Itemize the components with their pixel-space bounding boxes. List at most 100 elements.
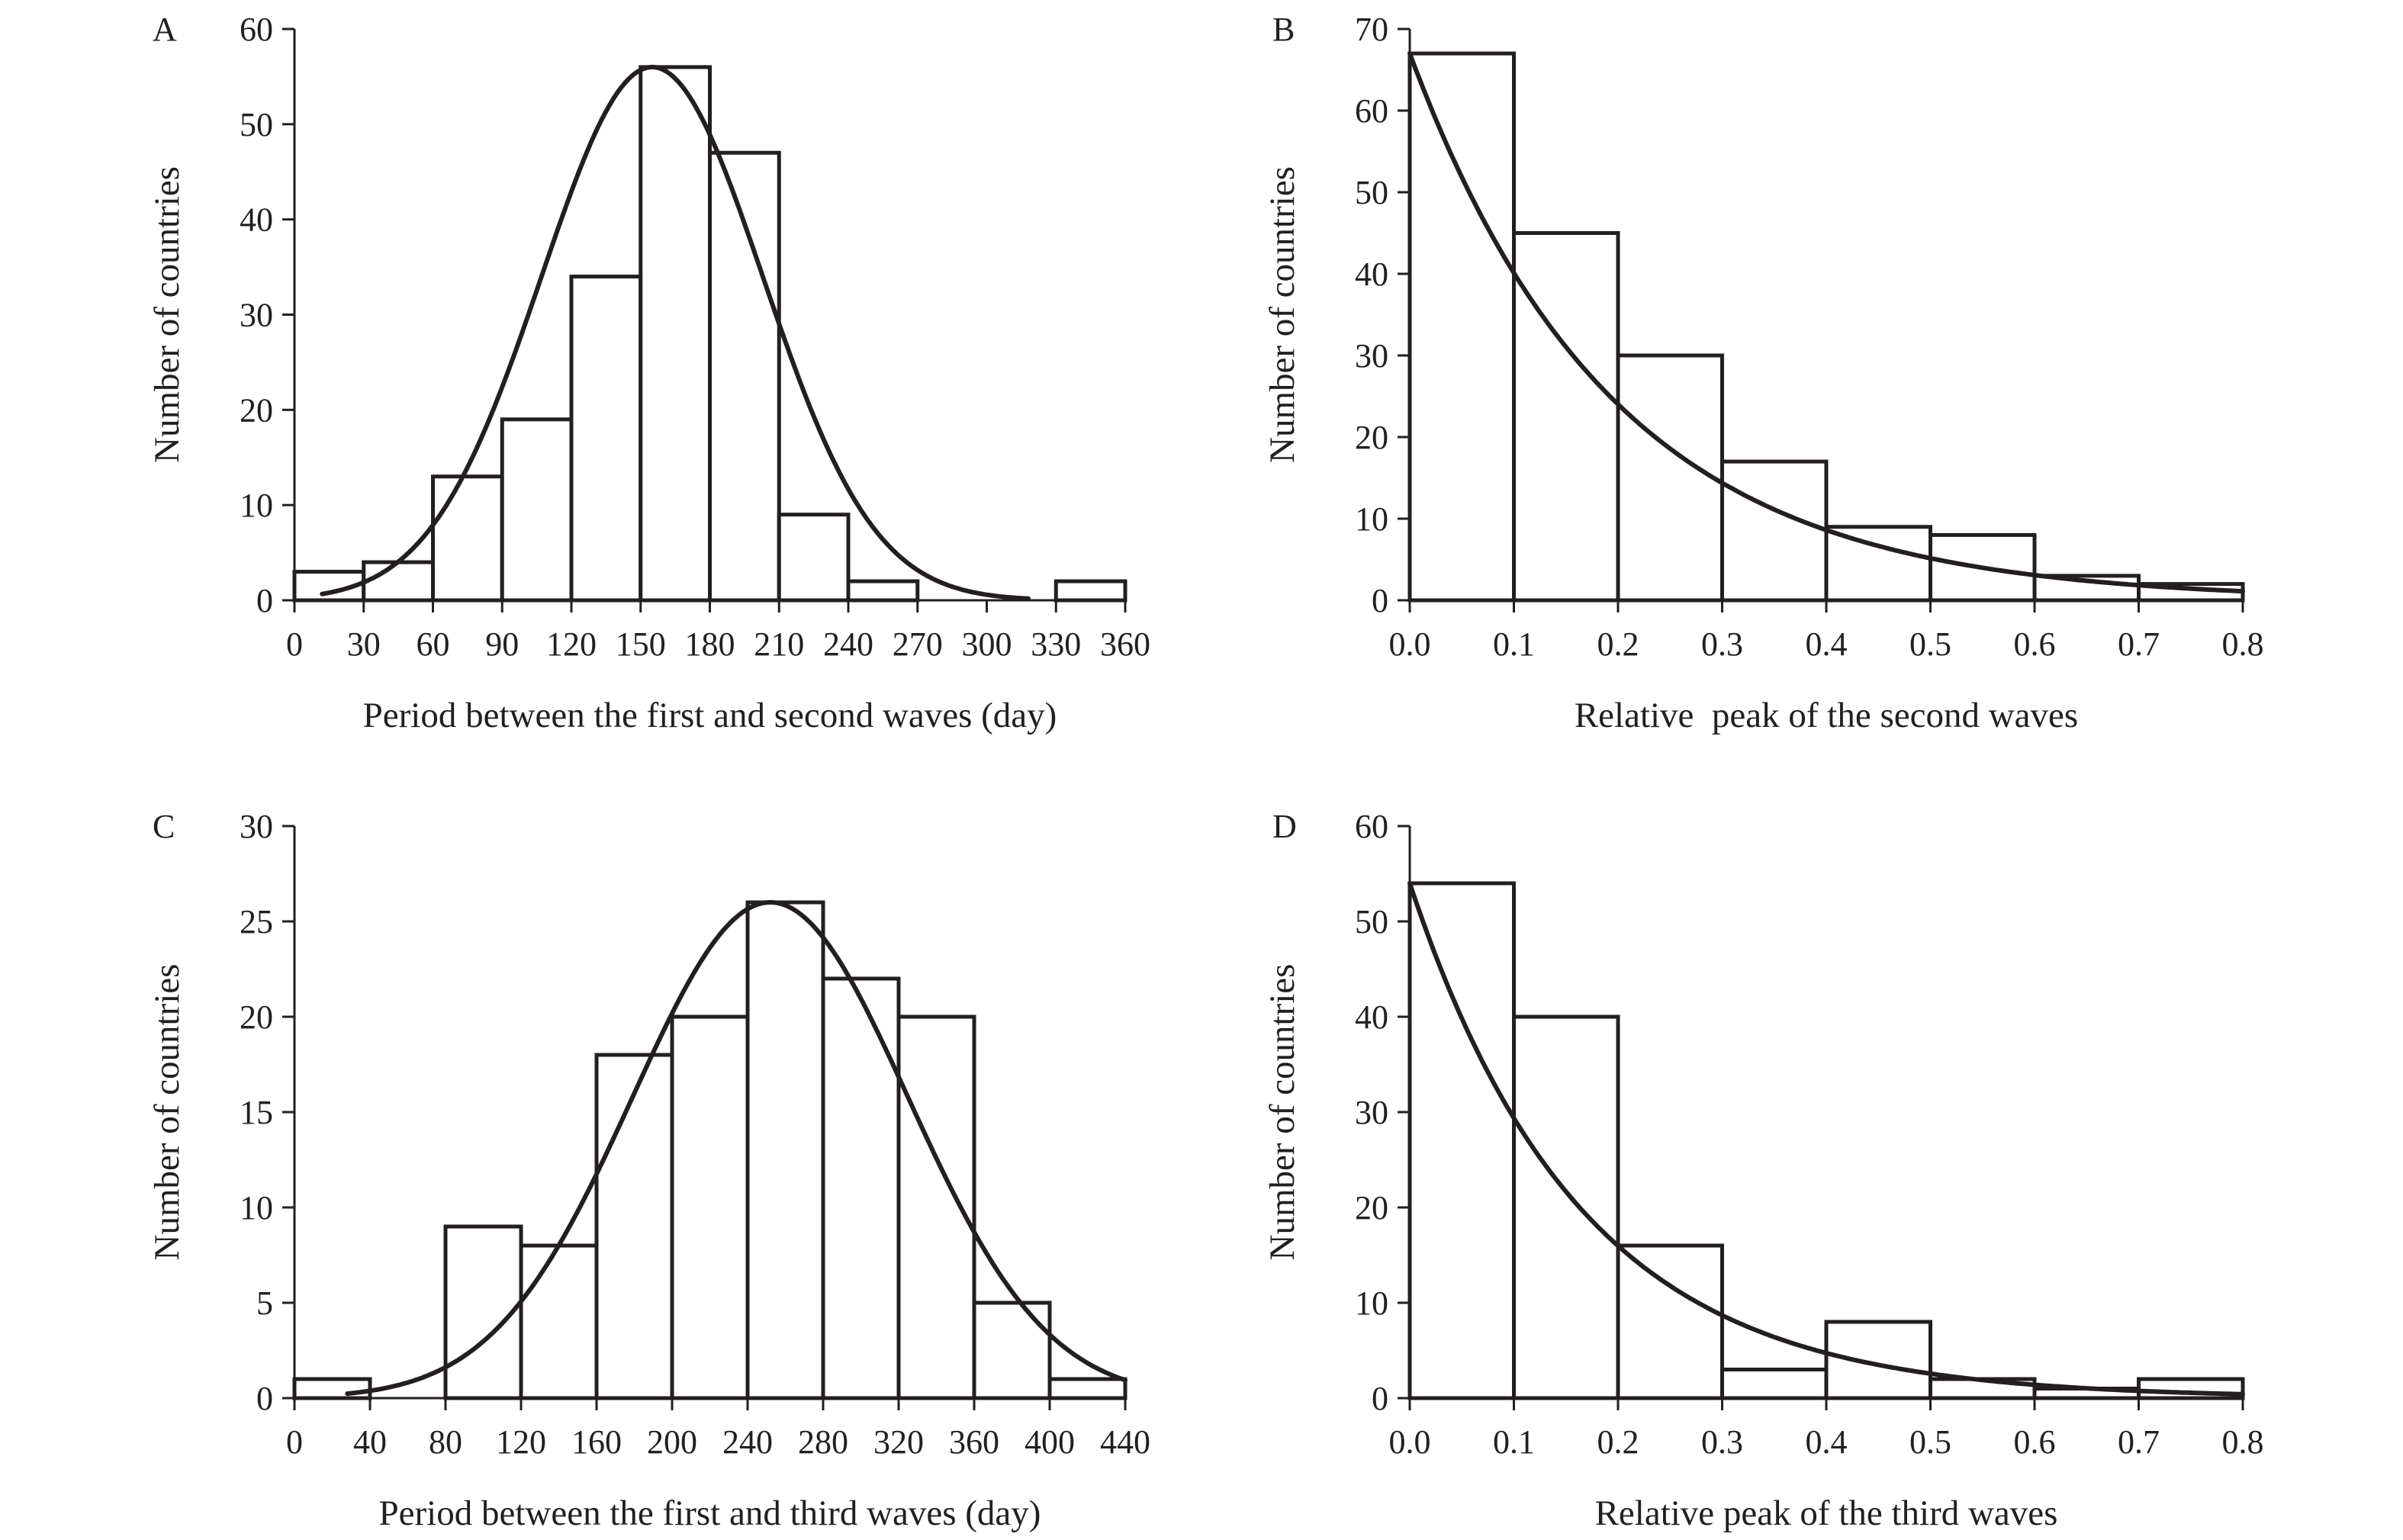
x-tick-label-c-10: 400 (1025, 1423, 1075, 1461)
y-tick-label-b-6: 60 (1355, 92, 1388, 130)
y-tick-label-d-2: 20 (1355, 1189, 1388, 1227)
bar-c-6 (745, 900, 825, 1400)
bar-d-2 (1616, 1243, 1724, 1400)
x-tick-label-d-3: 0.3 (1701, 1423, 1743, 1461)
fit-curve-b (1407, 51, 2245, 594)
x-tick-label-a-11: 330 (1031, 625, 1081, 663)
bar-c-3 (519, 1243, 599, 1400)
x-tick-label-c-0: 0 (286, 1423, 303, 1461)
x-tick-label-d-8: 0.8 (2222, 1423, 2264, 1461)
bar-c-0 (292, 1377, 372, 1400)
bar-c-9 (972, 1300, 1052, 1400)
y-tick-label-c-1: 5 (256, 1284, 273, 1322)
y-tick-label-c-2: 10 (240, 1189, 273, 1227)
fit-curve-a (320, 64, 1031, 601)
x-tick-label-d-4: 0.4 (1806, 1423, 1848, 1461)
x-tick-label-d-0: 0.0 (1389, 1423, 1431, 1461)
fit-curve-d (1407, 881, 2245, 1397)
bar-a-3 (500, 417, 574, 603)
x-axis-title-a: Period between the first and second wave… (363, 696, 1057, 735)
x-tick-label-a-2: 60 (417, 625, 450, 663)
y-tick-label-a-4: 40 (240, 201, 273, 239)
x-tick-label-c-3: 120 (496, 1423, 546, 1461)
x-tick-label-b-1: 0.1 (1493, 625, 1535, 663)
x-tick-label-b-6: 0.6 (2014, 625, 2056, 663)
bar-c-5 (670, 1014, 750, 1400)
bar-c-2 (443, 1224, 523, 1400)
bar-a-8 (846, 579, 920, 603)
y-tick-label-b-4: 40 (1355, 256, 1388, 293)
y-tick-label-d-5: 50 (1355, 903, 1388, 940)
y-axis-title-a: Number of countries (147, 166, 187, 463)
x-tick-label-d-2: 0.2 (1597, 1423, 1639, 1461)
y-tick-label-d-1: 10 (1355, 1284, 1388, 1322)
y-tick-label-b-1: 10 (1355, 500, 1388, 538)
x-tick-label-b-3: 0.3 (1701, 625, 1743, 663)
x-tick-label-c-8: 320 (873, 1423, 924, 1461)
x-tick-label-c-11: 440 (1100, 1423, 1150, 1461)
bar-c-7 (821, 976, 901, 1400)
y-tick-label-d-4: 40 (1355, 998, 1388, 1036)
y-axis-title-c: Number of countries (147, 964, 187, 1261)
y-tick-label-b-0: 0 (1372, 582, 1388, 619)
y-tick-label-c-5: 25 (240, 903, 273, 940)
panel-a: 0 10 20 30 40 50 60 0 30 60 90 120 150 180 210 240 270 30… (147, 11, 1150, 735)
x-tick-label-c-5: 200 (647, 1423, 697, 1461)
bar-a-11 (1054, 579, 1128, 603)
y-tick-label-d-3: 30 (1355, 1094, 1388, 1131)
x-tick-label-c-4: 160 (571, 1423, 622, 1461)
x-tick-label-c-1: 40 (353, 1423, 387, 1461)
y-tick-label-c-0: 0 (256, 1380, 273, 1417)
y-tick-label-b-5: 50 (1355, 174, 1388, 211)
bar-d-1 (1512, 1014, 1620, 1400)
x-tick-label-a-1: 30 (347, 625, 381, 663)
x-tick-label-d-6: 0.6 (2014, 1423, 2056, 1461)
bar-b-0 (1407, 51, 1516, 603)
y-tick-label-d-0: 0 (1372, 1380, 1388, 1417)
bar-a-4 (569, 275, 643, 603)
bar-b-3 (1720, 459, 1829, 603)
panel-letter-b: B (1272, 11, 1295, 48)
bar-b-4 (1824, 525, 1932, 603)
y-tick-label-c-3: 15 (240, 1094, 273, 1131)
x-tick-label-d-7: 0.7 (2118, 1423, 2160, 1461)
y-tick-label-a-0: 0 (256, 582, 273, 619)
x-tick-label-b-0: 0.0 (1389, 625, 1431, 663)
y-tick-label-b-2: 20 (1355, 419, 1388, 456)
bar-d-3 (1720, 1368, 1829, 1400)
y-tick-label-b-3: 30 (1355, 337, 1388, 375)
y-axis-title-b: Number of countries (1263, 166, 1302, 463)
x-tick-label-a-9: 270 (893, 625, 943, 663)
bar-a-2 (431, 474, 504, 603)
bar-d-0 (1407, 881, 1516, 1400)
x-tick-label-b-4: 0.4 (1806, 625, 1848, 663)
panel-letter-a: A (153, 11, 177, 48)
x-axis-title-b: Relative peak of the second waves (1575, 696, 2078, 735)
y-tick-label-a-3: 30 (240, 297, 273, 334)
x-tick-label-a-12: 360 (1100, 625, 1150, 663)
x-tick-label-d-5: 0.5 (1909, 1423, 1951, 1461)
x-tick-label-c-6: 240 (722, 1423, 773, 1461)
x-tick-label-b-7: 0.7 (2118, 625, 2160, 663)
x-tick-label-c-2: 80 (429, 1423, 462, 1461)
bar-b-2 (1616, 353, 1724, 603)
bar-a-5 (639, 65, 712, 603)
y-tick-label-c-6: 30 (240, 808, 273, 845)
y-tick-label-a-2: 20 (240, 391, 273, 429)
x-axis-title-c: Period between the first and third waves… (379, 1493, 1041, 1533)
bar-c-10 (1047, 1377, 1128, 1400)
x-tick-label-a-3: 90 (485, 625, 519, 663)
panel-d: 0 10 20 30 40 50 60 0.0 0.1 0.2 0.3 0.4 0.5 0.6 0.7 0.8… (1263, 808, 2264, 1533)
x-tick-label-a-7: 210 (754, 625, 804, 663)
fit-curve-c (345, 900, 1128, 1397)
panel-b: 0 10 20 30 40 50 60 70 0.0 0.1 0.2 0.3 0.4 0.5 0.6 0.7 0… (1263, 11, 2264, 735)
x-tick-label-b-8: 0.8 (2222, 625, 2264, 663)
x-tick-label-a-6: 180 (685, 625, 735, 663)
panel-c: 0 5 10 15 20 25 30 0 40 80 120 160 200 240 280 320 360 40… (147, 808, 1150, 1533)
x-tick-label-a-10: 300 (962, 625, 1012, 663)
x-tick-label-b-5: 0.5 (1909, 625, 1951, 663)
y-tick-label-a-1: 10 (240, 487, 273, 524)
panel-letter-d: D (1272, 808, 1297, 845)
y-tick-label-b-7: 70 (1355, 11, 1388, 48)
x-tick-label-a-5: 150 (616, 625, 666, 663)
